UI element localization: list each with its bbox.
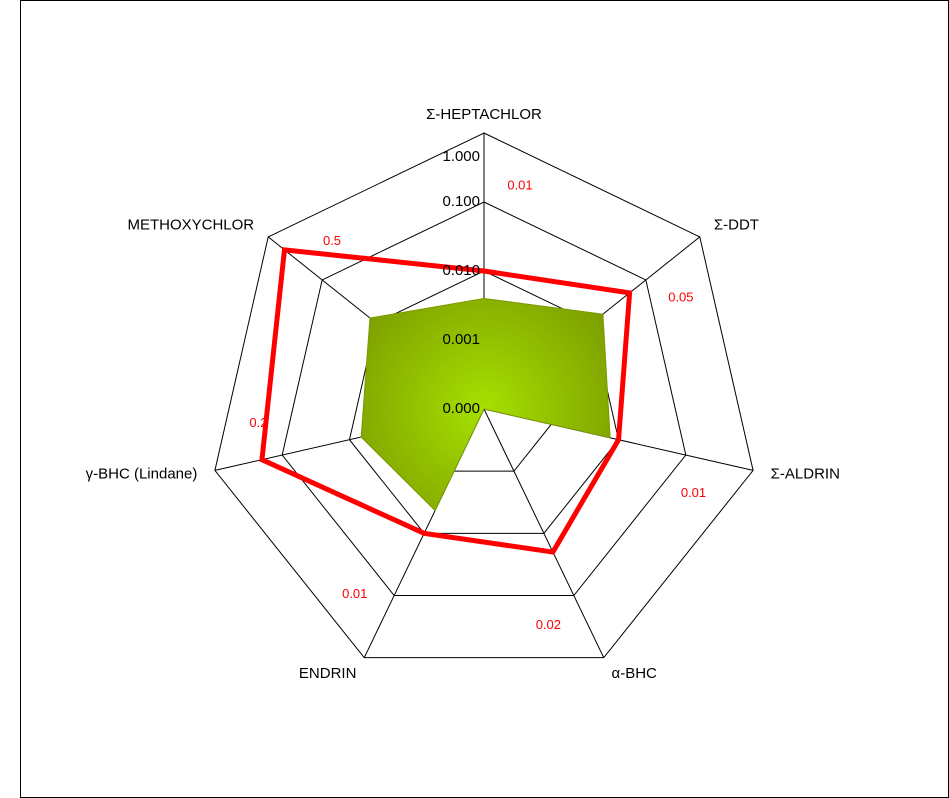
data-label: 0.5 xyxy=(323,233,341,248)
category-label: Σ-ALDRIN xyxy=(771,465,840,482)
grid-ring xyxy=(214,132,754,659)
series-area xyxy=(360,297,611,512)
axis-line xyxy=(483,408,605,658)
category-label: γ-BHC (Lindane) xyxy=(86,465,198,482)
y-tick-label: 0.100 xyxy=(442,193,480,210)
data-label: 0.01 xyxy=(681,485,706,500)
category-label: Σ-HEPTACHLOR xyxy=(426,106,542,123)
data-label: 0.02 xyxy=(536,617,561,632)
data-label: 0.01 xyxy=(342,586,367,601)
y-tick-label: 1.000 xyxy=(442,148,480,165)
grid-ring xyxy=(281,201,687,597)
category-label: ENDRIN xyxy=(299,665,357,682)
data-label: 0.01 xyxy=(507,177,532,192)
y-tick-label: 0.001 xyxy=(442,331,480,348)
data-label: 0.2 xyxy=(249,415,267,430)
series-line xyxy=(259,247,633,555)
category-label: Σ-DDT xyxy=(714,217,759,234)
data-label: 0.05 xyxy=(668,289,693,304)
y-tick-label: 0.000 xyxy=(442,400,480,417)
category-label: METHOXYCHLOR xyxy=(127,217,254,234)
y-tick-label: 0.010 xyxy=(442,262,480,279)
category-label: α-BHC xyxy=(612,665,658,682)
